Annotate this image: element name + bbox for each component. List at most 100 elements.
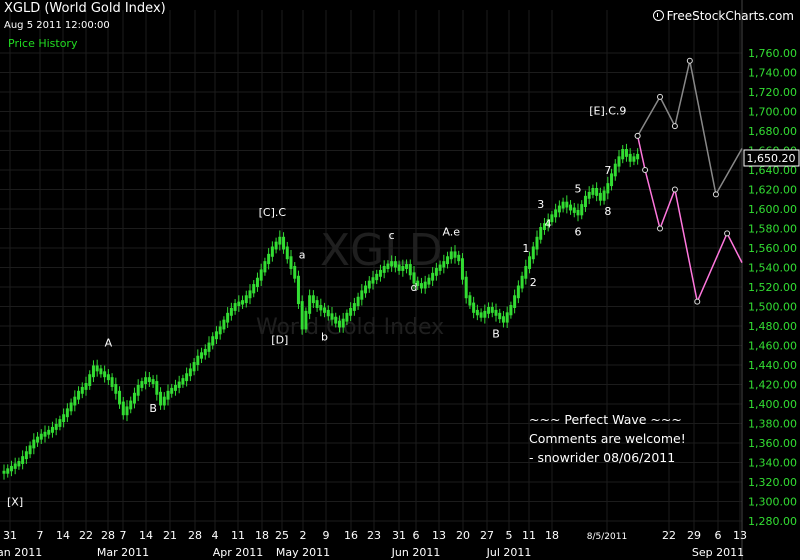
- y-tick-label: 1,460.00: [748, 340, 797, 353]
- price-bar-body: [528, 256, 532, 269]
- price-bar-body: [106, 374, 110, 381]
- x-tick-day: 31: [392, 529, 406, 542]
- price-bar-body: [147, 377, 151, 383]
- watermark: XGLD World Gold Index: [256, 225, 444, 340]
- y-tick-label: 1,400.00: [748, 398, 797, 411]
- x-tick-day: 8/5/2011: [587, 532, 627, 542]
- price-bar-body: [118, 390, 122, 405]
- x-tick-day: 16: [344, 529, 358, 542]
- note-line: Comments are welcome!: [529, 431, 686, 446]
- author-note: ~~~ Perfect Wave ~~~ Comments are welcom…: [529, 410, 686, 467]
- x-tick-day: 20: [456, 529, 470, 542]
- price-bar-body: [308, 295, 312, 314]
- price-bar-body: [434, 267, 438, 276]
- price-bar-body: [632, 156, 636, 162]
- wave-label: 6: [575, 225, 582, 238]
- price-bar-body: [241, 300, 245, 305]
- price-bar-body: [214, 331, 218, 340]
- price-bar-body: [569, 204, 573, 211]
- projection-alt-point: [657, 93, 663, 100]
- price-bar-body: [9, 465, 13, 472]
- x-tick-day: 7: [37, 529, 44, 542]
- price-bar-body: [561, 201, 565, 209]
- projection-alt-point: [671, 123, 678, 130]
- series-label[interactable]: Price History: [8, 37, 78, 50]
- price-bar-body: [323, 307, 327, 313]
- price-bar-body: [36, 436, 40, 443]
- price-bar-body: [405, 264, 409, 269]
- price-bar-body: [382, 266, 386, 273]
- projection-primary-point: [671, 186, 678, 193]
- price-bar-body: [457, 254, 461, 262]
- wave-label: A: [105, 336, 113, 349]
- price-bar-body: [565, 201, 569, 208]
- x-tick-month: Jul 2011: [486, 546, 532, 559]
- price-bar-body: [181, 378, 185, 385]
- price-bar-body: [65, 408, 69, 418]
- price-bar-body: [121, 401, 125, 416]
- price-bar-body: [475, 309, 479, 316]
- x-tick-month: Jan 2011: [0, 546, 42, 559]
- projection-primary-line: [636, 135, 743, 305]
- x-tick-day: 13: [432, 529, 446, 542]
- price-bar-body: [237, 301, 241, 307]
- projection-alt-point: [686, 57, 693, 64]
- wave-projections: [634, 57, 743, 305]
- price-bar-body: [304, 310, 308, 330]
- price-bar-body: [192, 362, 196, 372]
- price-bar-body: [334, 316, 338, 324]
- y-tick-label: 1,420.00: [748, 379, 797, 392]
- x-tick-day: 21: [163, 529, 177, 542]
- price-bar-body: [300, 301, 304, 330]
- price-bar-body: [442, 261, 446, 268]
- price-bar-body: [173, 384, 177, 391]
- price-bar-body: [99, 368, 103, 375]
- wave-label: a: [299, 249, 306, 262]
- price-bar-body: [285, 246, 289, 260]
- x-tick-day: 14: [139, 529, 153, 542]
- price-bar-body: [110, 377, 114, 387]
- price-bar-body: [606, 183, 610, 194]
- x-tick-day: 28: [101, 529, 115, 542]
- wave-label: c: [389, 229, 395, 242]
- price-bar-body: [468, 295, 472, 306]
- price-bar-body: [129, 400, 133, 410]
- price-bar-body: [516, 285, 520, 299]
- price-bar-body: [47, 429, 51, 435]
- projection-primary-point: [642, 167, 649, 173]
- price-bar-body: [95, 365, 99, 372]
- price-bar-body: [501, 316, 505, 323]
- y-tick-label: 1,680.00: [748, 125, 797, 138]
- x-tick-day: 22: [662, 529, 676, 542]
- x-tick-day: 4: [212, 529, 219, 542]
- brand-text: FreeStockCharts.com: [666, 9, 794, 23]
- price-bars: [2, 143, 640, 480]
- projection-primary-point: [634, 132, 641, 139]
- price-bar-body: [498, 312, 502, 320]
- price-bar-body: [229, 307, 233, 316]
- price-bar-body: [125, 406, 129, 416]
- price-bar-body: [472, 302, 476, 313]
- wave-label: 3: [537, 198, 544, 211]
- price-bar-body: [77, 390, 81, 400]
- price-bar-body: [84, 383, 88, 390]
- x-tick-day: 7: [120, 529, 127, 542]
- price-bar-body: [211, 336, 215, 346]
- price-bar-body: [367, 280, 371, 289]
- price-bar-body: [364, 285, 368, 294]
- price-bar-body: [88, 374, 92, 386]
- price-bar-body: [401, 266, 405, 271]
- y-tick-label: 1,600.00: [748, 203, 797, 216]
- price-bar-body: [136, 384, 140, 396]
- projection-alt-point: [712, 191, 719, 198]
- price-bar-body: [200, 352, 204, 359]
- price-bar-body: [259, 269, 263, 281]
- price-bar-body: [330, 313, 334, 320]
- price-bar-body: [621, 149, 625, 160]
- x-tick-month: May 2011: [276, 546, 330, 559]
- price-bar-body: [636, 153, 640, 160]
- x-tick-day: 23: [367, 529, 381, 542]
- price-bar-body: [337, 320, 341, 328]
- x-tick-day: 6: [715, 529, 722, 542]
- price-bar-body: [162, 396, 166, 406]
